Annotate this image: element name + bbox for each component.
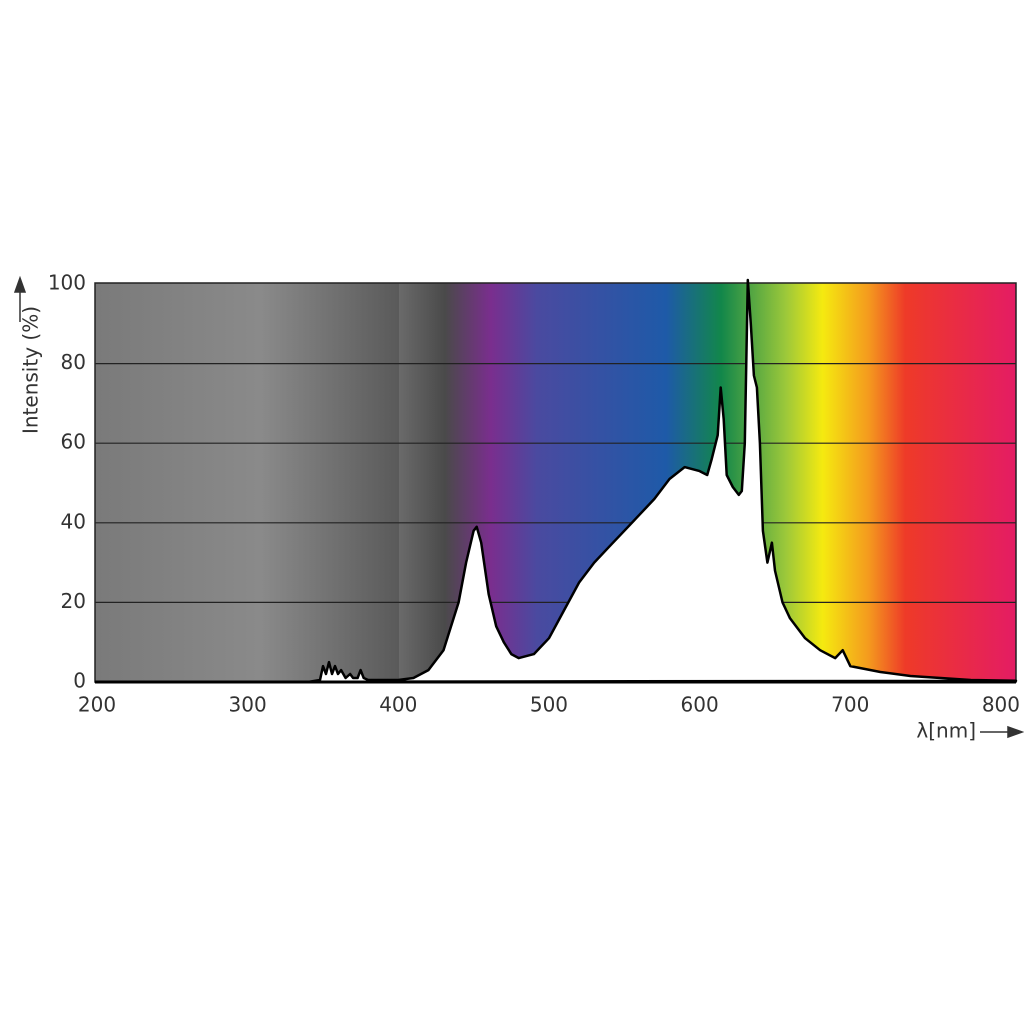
y-tick-label: 20 xyxy=(61,589,86,613)
y-arrow xyxy=(13,275,27,322)
x-tick-label: 700 xyxy=(831,693,869,717)
x-tick-label: 200 xyxy=(78,693,116,717)
x-tick-label: 500 xyxy=(530,693,568,717)
y-tick-label: 40 xyxy=(61,509,86,533)
x-tick-label: 800 xyxy=(982,693,1020,717)
x-tick-label: 600 xyxy=(681,693,719,717)
plot-background xyxy=(94,282,1017,683)
y-axis-label: Intensity (%) xyxy=(19,306,43,434)
plot xyxy=(95,278,1018,684)
x-arrow xyxy=(980,725,1024,739)
spectrum-area xyxy=(95,278,1018,684)
y-tick-label: 100 xyxy=(48,271,86,295)
x-tick-label: 400 xyxy=(379,693,417,717)
x-tick-label: 300 xyxy=(229,693,267,717)
x-axis-label: λ[nm] xyxy=(916,719,976,743)
y-tick-label: 60 xyxy=(61,430,86,454)
y-tick-label: 80 xyxy=(61,350,86,374)
y-tick-label: 0 xyxy=(73,669,86,693)
